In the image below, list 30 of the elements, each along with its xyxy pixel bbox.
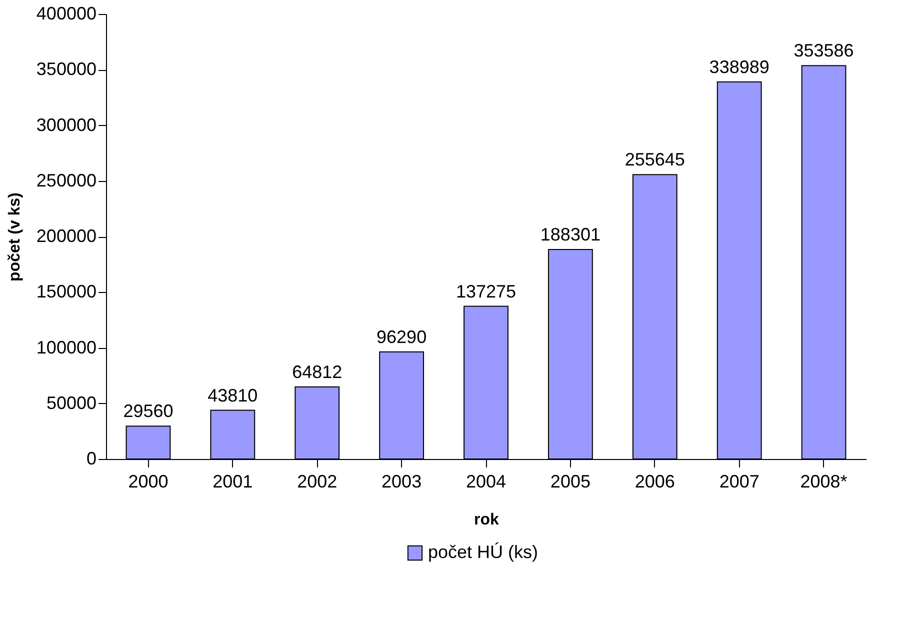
y-tick-label: 400000	[36, 4, 96, 24]
x-tick-label: 2007	[719, 472, 760, 492]
data-label: 137275	[456, 281, 516, 302]
y-tick-label: 0	[86, 448, 96, 468]
x-tick-label: 2005	[550, 472, 590, 492]
data-label: 96290	[376, 326, 427, 347]
y-tick-label: 350000	[36, 59, 96, 80]
data-label: 43810	[208, 385, 258, 406]
x-tick-label: 2001	[212, 472, 253, 492]
data-label: 64812	[292, 362, 342, 382]
y-axis-title: počet (v ks)	[6, 192, 24, 282]
y-tick-label: 250000	[36, 170, 96, 190]
x-tick-label: 2003	[382, 472, 422, 492]
data-label: 188301	[540, 224, 600, 245]
y-tick-label: 100000	[36, 337, 96, 358]
x-tick-label: 2004	[466, 472, 506, 492]
data-label: 353586	[794, 40, 854, 61]
x-tick-label: 2000	[128, 472, 168, 492]
y-tick-label: 300000	[36, 114, 96, 135]
x-axis-title: rok	[474, 512, 500, 528]
x-tick-label: 2006	[634, 472, 675, 492]
y-tick-label: 50000	[46, 392, 96, 413]
data-label: 338989	[709, 56, 770, 77]
legend-label: počet HÚ (ks)	[428, 542, 538, 562]
data-label: 29560	[123, 401, 174, 422]
x-tick-label: 2008*	[800, 472, 848, 492]
y-tick-label: 200000	[36, 226, 96, 246]
y-tick-label: 150000	[36, 282, 96, 302]
x-tick-label: 2002	[297, 472, 338, 492]
data-label: 255645	[624, 150, 685, 170]
